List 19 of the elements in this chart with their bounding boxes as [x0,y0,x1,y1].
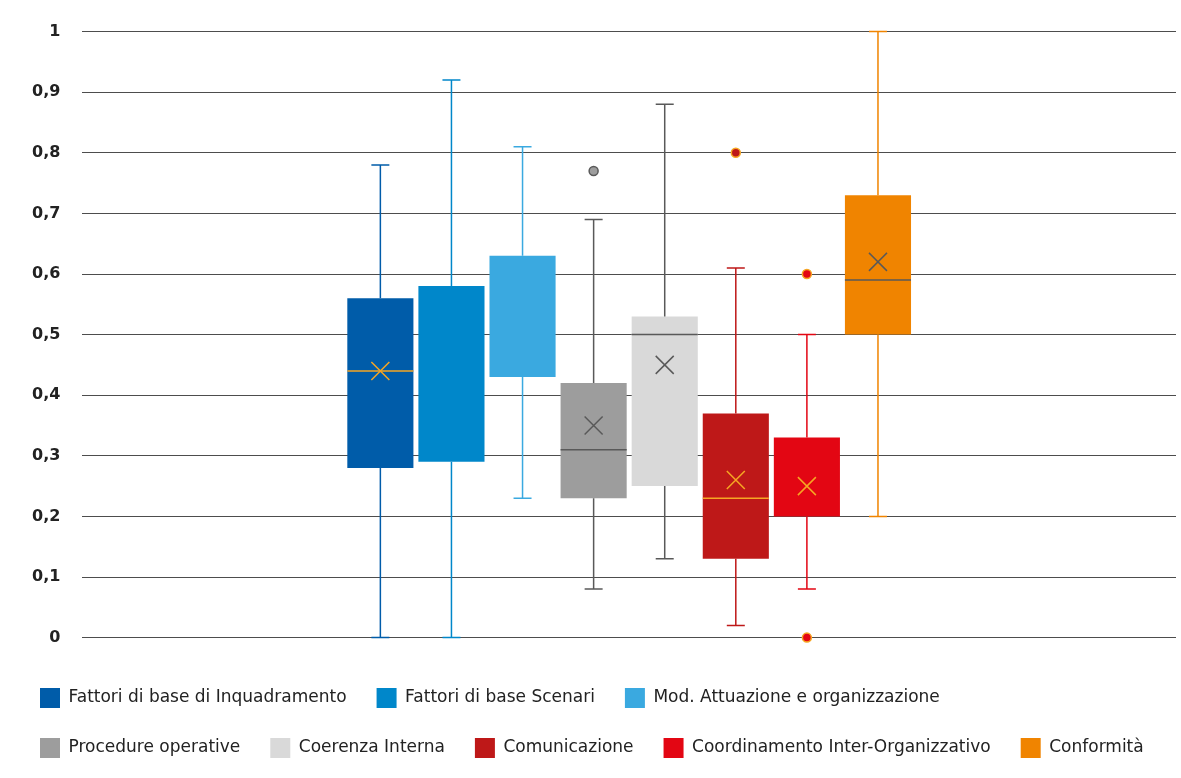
legend-label: Mod. Attuazione e organizzazione [653,686,940,707]
y-tick-label: 0,5 [32,323,61,343]
legend-label: Fattori di base Scenari [405,686,595,707]
y-tick-label: 0,8 [32,141,61,161]
legend-label: Coerenza Interna [298,736,445,757]
y-tick-label: 0,6 [32,263,61,283]
legend-label: Coordinamento Inter-Organizzativo [692,736,991,757]
y-tick-label: 0,3 [32,444,61,464]
y-tick-label: 0,9 [32,81,61,101]
y-tick-label: 0 [49,626,61,646]
y-tick-label: 0,2 [32,505,61,525]
y-tick-label: 0,4 [32,384,61,404]
y-tick-label: 0,1 [32,566,61,586]
y-tick-label: 1 [49,20,61,40]
legend-label: Comunicazione [503,736,634,757]
legend-label: Fattori di base di Inquadramento [68,686,347,707]
y-tick-label: 0,7 [32,202,61,222]
legend-label: Procedure operative [68,736,241,757]
legend-label: Conformità [1049,736,1144,757]
